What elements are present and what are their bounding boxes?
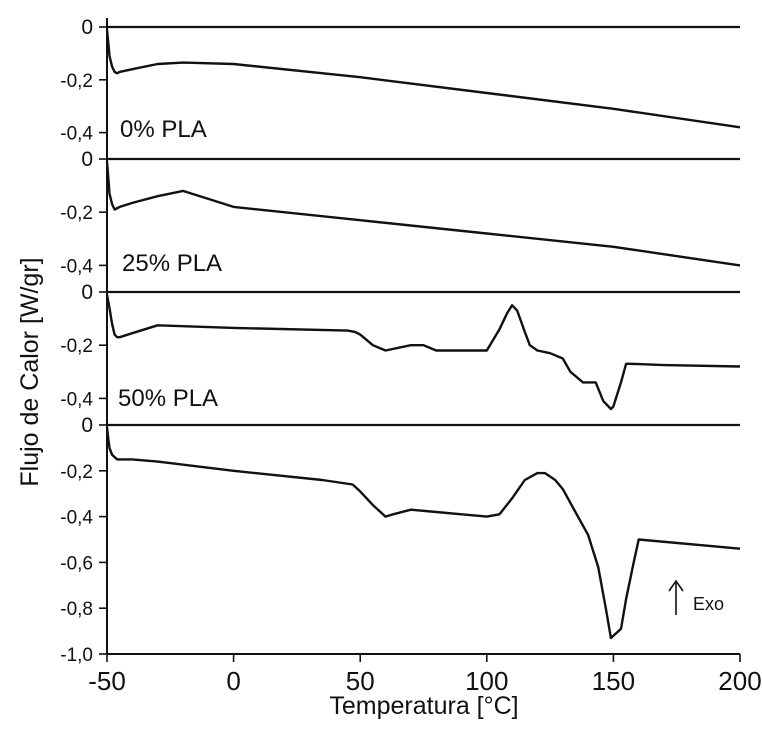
exo-arrow-head — [668, 579, 684, 592]
series-label: 25% PLA — [122, 250, 222, 277]
y-tick-label: -0,2 — [60, 71, 93, 92]
y-tick-label: -0,2 — [60, 203, 93, 224]
y-tick-label: 0 — [81, 148, 93, 171]
y-tick-label: -0,2 — [60, 336, 93, 357]
exo-label: Exo — [693, 594, 724, 614]
x-tick-label: 200 — [718, 666, 761, 696]
x-tick-label: 150 — [592, 666, 635, 696]
lines-layer — [105, 29, 741, 640]
x-tick-label: 0 — [226, 666, 240, 696]
exo-annotation: Exo — [668, 579, 724, 615]
axes-layer: 0 -0,2 -0,4 0 -0,2 -0,4 0 -0,2 -0,4 0 -0,2 -0,4 -0,6… — [60, 16, 761, 696]
x-tick-label: 50 — [346, 666, 375, 696]
y-tick-label: -0,4 — [60, 508, 93, 529]
y-tick-label: -1,0 — [60, 645, 93, 666]
series-line-2 — [105, 294, 741, 411]
labels-layer: 0% PLA 25% PLA 50% PLA — [118, 116, 222, 412]
y-tick-label: 0 — [81, 281, 93, 304]
y-tick-label: -0,4 — [60, 256, 93, 277]
series-label: 50% PLA — [118, 385, 218, 412]
y-axis-label: Flujo de Calor [W/gr] — [16, 257, 44, 486]
series-line-0 — [105, 29, 741, 129]
x-tick-label: 100 — [465, 666, 508, 696]
x-tick-label: -50 — [88, 666, 126, 696]
x-axis-label: Temperatura [°C] — [329, 692, 518, 720]
y-tick-label: 0 — [81, 414, 93, 437]
y-tick-label: -0,2 — [60, 462, 93, 483]
series-label: 0% PLA — [120, 116, 207, 143]
y-tick-label: -0,4 — [60, 389, 93, 410]
y-tick-label: 0 — [81, 16, 93, 39]
series-line-3 — [105, 427, 741, 640]
y-tick-label: -0,6 — [60, 553, 93, 574]
y-tick-label: -0,8 — [60, 599, 93, 620]
series-line-1 — [105, 161, 741, 267]
y-tick-label: -0,4 — [60, 124, 93, 145]
